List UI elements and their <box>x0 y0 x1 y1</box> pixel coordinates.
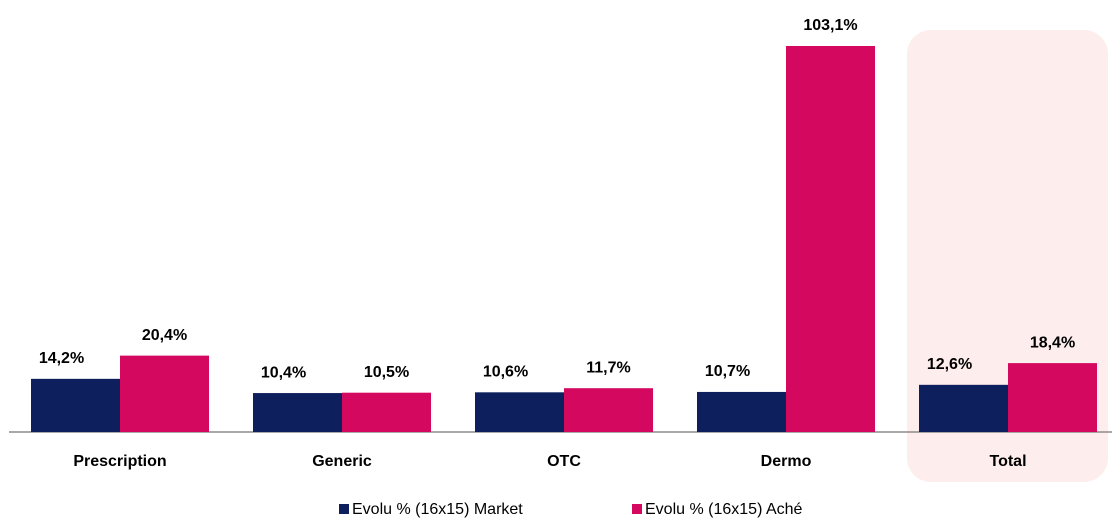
x-tick-label: Generic <box>312 453 372 470</box>
x-tick-label: Prescription <box>73 453 166 470</box>
legend-swatch <box>632 504 642 514</box>
data-label: 10,4% <box>261 364 306 381</box>
bar <box>786 46 875 432</box>
data-label: 12,6% <box>927 356 972 373</box>
bar <box>253 393 342 432</box>
bar <box>475 392 564 432</box>
bar <box>1008 363 1097 432</box>
x-tick-label: Total <box>989 453 1026 470</box>
bar <box>919 384 1008 432</box>
legend-swatch <box>339 504 349 514</box>
data-label: 10,5% <box>364 364 409 381</box>
data-label: 103,1% <box>803 17 857 34</box>
bar <box>697 391 786 432</box>
data-label: 20,4% <box>142 327 187 344</box>
x-tick-label: Dermo <box>761 453 812 470</box>
bar <box>342 392 431 432</box>
bar <box>120 355 209 432</box>
legend-label: Evolu % (16x15) Aché <box>645 501 803 518</box>
x-tick-label: OTC <box>547 453 581 470</box>
bar <box>31 378 120 432</box>
data-label: 10,7% <box>705 363 750 380</box>
bar <box>564 388 653 432</box>
data-label: 14,2% <box>39 350 84 367</box>
data-label: 10,6% <box>483 364 528 381</box>
legend-label: Evolu % (16x15) Market <box>352 501 523 518</box>
data-label: 18,4% <box>1030 334 1075 351</box>
data-label: 11,7% <box>586 359 630 376</box>
